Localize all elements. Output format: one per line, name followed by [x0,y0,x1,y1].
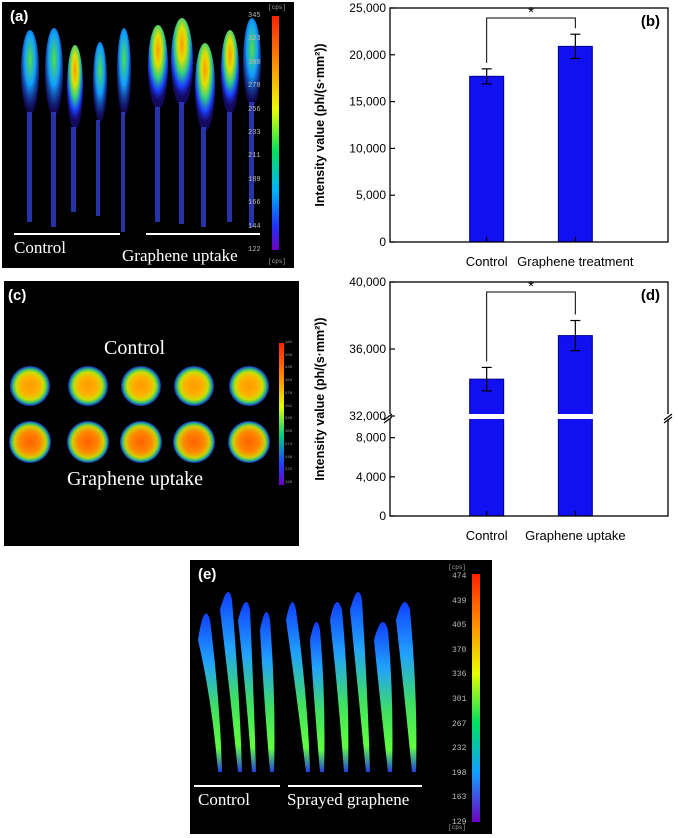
panel-label: (b) [641,13,660,30]
colorbar-tick: 198 [452,768,467,778]
axis-break-mark [663,413,673,421]
axis-break-mark [663,416,673,424]
colorbar-tick: 439 [452,596,467,606]
colorbar-c [279,343,284,485]
graphene-label-a: Graphene uptake [122,246,238,265]
control-label-c: Control [104,337,166,359]
colorbar-a [272,16,279,250]
colorbar-tick: 352 [285,404,293,409]
colorbar-tick: 222 [285,468,293,473]
significance-bracket [486,17,576,63]
colorbar-tick: 300 [248,58,261,67]
panel-b-chart: Control Graphene treatment 0 5,000 10,000 15,… [313,2,669,269]
y-tick-label: 20,000 [349,48,386,62]
colorbar-tick: 301 [452,695,467,704]
panel-e-seedlings [194,574,480,822]
panel-e-image: (e) Control Sprayed graphene [cps] [cps]… [190,560,492,834]
panel-e-label: (e) [198,566,217,583]
colorbar-tick: 474 [452,572,467,581]
panel-c-label: (c) [8,287,27,304]
colorbar-tick: 196 [285,481,293,485]
colorbar-tick: 405 [452,621,467,631]
colorbar-tick: 336 [452,670,467,680]
y-tick-label: 32,000 [349,409,386,423]
plot-frame [389,7,669,243]
y-tick-label: 40,000 [349,276,386,289]
colorbar-tick: 278 [248,82,261,91]
seedlings-control [21,28,131,232]
colorbar-tick: 256 [248,105,261,114]
colorbar-a-unit-top: [cps] [268,4,287,11]
significance-star: * [528,278,534,295]
colorbar-tick: 248 [285,455,293,460]
significance-bracket [486,291,576,362]
y-tick-label: 0 [379,235,386,249]
colorbar-tick: 378 [285,391,293,396]
colorbar-e-unit-bottom: [cps] [448,824,467,831]
colorbar-tick: 129 [452,818,467,827]
panel-a-seedlings [14,16,279,250]
discs-graphene [9,421,270,463]
y-tick-label: 4,000 [356,470,386,484]
y-tick-label: 0 [379,509,386,523]
colorbar-tick: 189 [248,175,261,184]
x-tick-label: Graphene uptake [525,528,625,543]
control-label-a: Control [14,238,66,257]
seedlings-e-sprayed [286,592,417,772]
colorbar-e [472,574,480,822]
colorbar-a-unit-bottom: [cps] [268,258,287,265]
colorbar-tick: 370 [452,645,467,655]
colorbar-tick: 482 [285,341,293,345]
axis-break-mark [383,413,393,421]
colorbar-e-unit-top: [cps] [448,564,467,571]
y-tick-label: 15,000 [349,95,386,109]
y-axis-label: Intensity value (ph/(s·mm²)) [313,43,327,206]
colorbar-tick: 345 [248,12,261,20]
colorbar-tick: 326 [285,417,293,422]
bar-control [469,75,505,243]
y-tick-label: 5,000 [356,188,386,202]
y-tick-label: 8,000 [356,431,386,445]
discs-control [10,366,269,406]
panel-c-discs [9,343,284,485]
bar-graphene-treatment [557,45,593,243]
seedlings-graphene [148,18,261,227]
plot-frame [389,281,669,517]
graphene-label-c: Graphene uptake [67,468,204,490]
y-tick-label: 36,000 [349,342,386,356]
colorbar-tick: 211 [248,152,261,161]
x-tick-label: Graphene treatment [517,254,634,269]
panel-c-image: (c) Control Graphene uptake 482 456 430 404… [4,281,299,546]
panel-a-image: (a) Control Graphene uptake [cps] [cps] … [2,2,294,268]
colorbar-tick: 233 [248,129,261,137]
y-tick-label: 25,000 [349,2,386,15]
x-tick-label: Control [466,254,508,269]
colorbar-tick: 300 [285,430,293,435]
panel-label: (d) [641,287,660,304]
colorbar-tick: 274 [285,442,293,447]
colorbar-tick: 267 [452,719,467,729]
control-label-e: Control [198,790,250,809]
sprayed-label-e: Sprayed graphene [287,790,410,809]
panel-d-chart: Control Graphene uptake 0 4,000 8,000 32,000 3… [313,276,673,543]
colorbar-tick: 122 [248,246,261,254]
colorbar-tick: 323 [248,35,261,44]
x-tick-label: Control [466,528,508,543]
colorbar-tick: 456 [285,353,293,358]
significance-star: * [528,4,534,21]
y-tick-label: 10,000 [349,141,386,155]
panel-a-label: (a) [10,8,29,25]
colorbar-tick: 404 [285,379,293,384]
colorbar-tick: 166 [248,199,261,208]
bar-control [469,378,505,517]
colorbar-tick: 163 [452,793,467,803]
colorbar-tick: 232 [452,744,467,754]
axis-break-band [389,414,669,419]
seedlings-e-control [198,592,275,772]
y-axis-label: Intensity value (ph/(s·mm²)) [313,317,327,480]
colorbar-tick: 430 [285,366,293,371]
bar-graphene-uptake [557,335,593,517]
colorbar-tick: 144 [248,222,261,231]
axis-break-mark [383,416,393,424]
